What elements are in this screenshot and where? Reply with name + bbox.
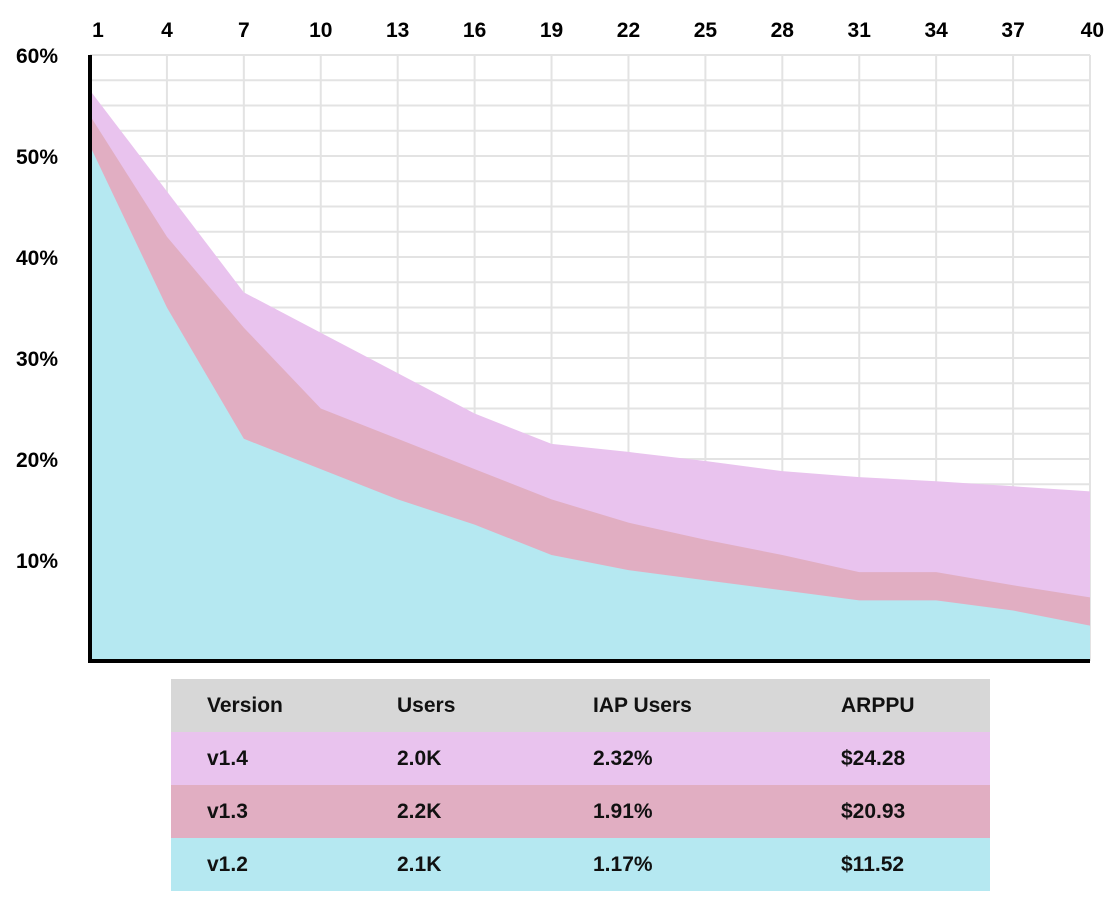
y-tick-label: 40% bbox=[16, 247, 58, 270]
cell-users: 2.2K bbox=[397, 799, 442, 823]
cell-version: v1.2 bbox=[207, 852, 248, 876]
y-tick-label: 10% bbox=[16, 550, 58, 573]
cell-iap-users: 1.91% bbox=[593, 799, 653, 823]
x-tick-label: 13 bbox=[386, 19, 409, 42]
table-header-row: Version Users IAP Users ARPPU bbox=[171, 679, 990, 732]
y-tick-label: 20% bbox=[16, 449, 58, 472]
x-tick-label: 31 bbox=[848, 19, 872, 42]
x-tick-label: 25 bbox=[694, 19, 718, 42]
cell-arppu: $24.28 bbox=[841, 746, 906, 770]
cell-version: v1.3 bbox=[207, 799, 248, 823]
cell-users: 2.0K bbox=[397, 746, 442, 770]
x-tick-label: 4 bbox=[161, 19, 173, 42]
y-tick-label: 50% bbox=[16, 146, 58, 169]
x-tick-label: 37 bbox=[1001, 19, 1024, 42]
area-v1-2 bbox=[90, 145, 1090, 661]
cell-version: v1.4 bbox=[207, 746, 248, 770]
table-row-v1-2: v1.2 2.1K 1.17% $11.52 bbox=[171, 838, 990, 891]
y-tick-labels: 60% 50% 40% 30% 20% 10% bbox=[16, 45, 58, 573]
header-iap-users: IAP Users bbox=[593, 693, 692, 717]
area-series bbox=[90, 90, 1090, 662]
x-tick-label: 22 bbox=[617, 19, 640, 42]
x-tick-labels: 1 4 7 10 13 16 19 22 25 28 31 34 37 40 bbox=[92, 19, 1104, 42]
x-tick-label: 10 bbox=[309, 19, 332, 42]
cell-users: 2.1K bbox=[397, 852, 442, 876]
header-arppu: ARPPU bbox=[841, 693, 915, 717]
table-row-v1-4: v1.4 2.0K 2.32% $24.28 bbox=[171, 732, 990, 785]
x-tick-label: 7 bbox=[238, 19, 250, 42]
axes bbox=[88, 55, 1090, 663]
cell-arppu: $20.93 bbox=[841, 799, 906, 823]
cell-arppu: $11.52 bbox=[841, 852, 905, 876]
header-version: Version bbox=[207, 693, 283, 717]
x-tick-label: 40 bbox=[1081, 19, 1104, 42]
x-tick-label: 28 bbox=[771, 19, 795, 42]
x-tick-label: 19 bbox=[540, 19, 563, 42]
table-row-v1-3: v1.3 2.2K 1.91% $20.93 bbox=[171, 785, 990, 838]
y-tick-label: 30% bbox=[16, 348, 58, 371]
retention-area-chart: 1 4 7 10 13 16 19 22 25 28 31 34 37 40 60% 50% 40% 30% 20… bbox=[16, 19, 1104, 663]
x-tick-label: 34 bbox=[924, 19, 948, 42]
y-tick-label: 60% bbox=[16, 45, 58, 68]
x-tick-label: 1 bbox=[92, 19, 104, 42]
header-users: Users bbox=[397, 693, 456, 717]
x-tick-label: 16 bbox=[463, 19, 486, 42]
version-stats-table: Version Users IAP Users ARPPU v1.4 2.0K … bbox=[171, 679, 990, 891]
cell-iap-users: 1.17% bbox=[593, 852, 653, 876]
cell-iap-users: 2.32% bbox=[593, 746, 653, 770]
